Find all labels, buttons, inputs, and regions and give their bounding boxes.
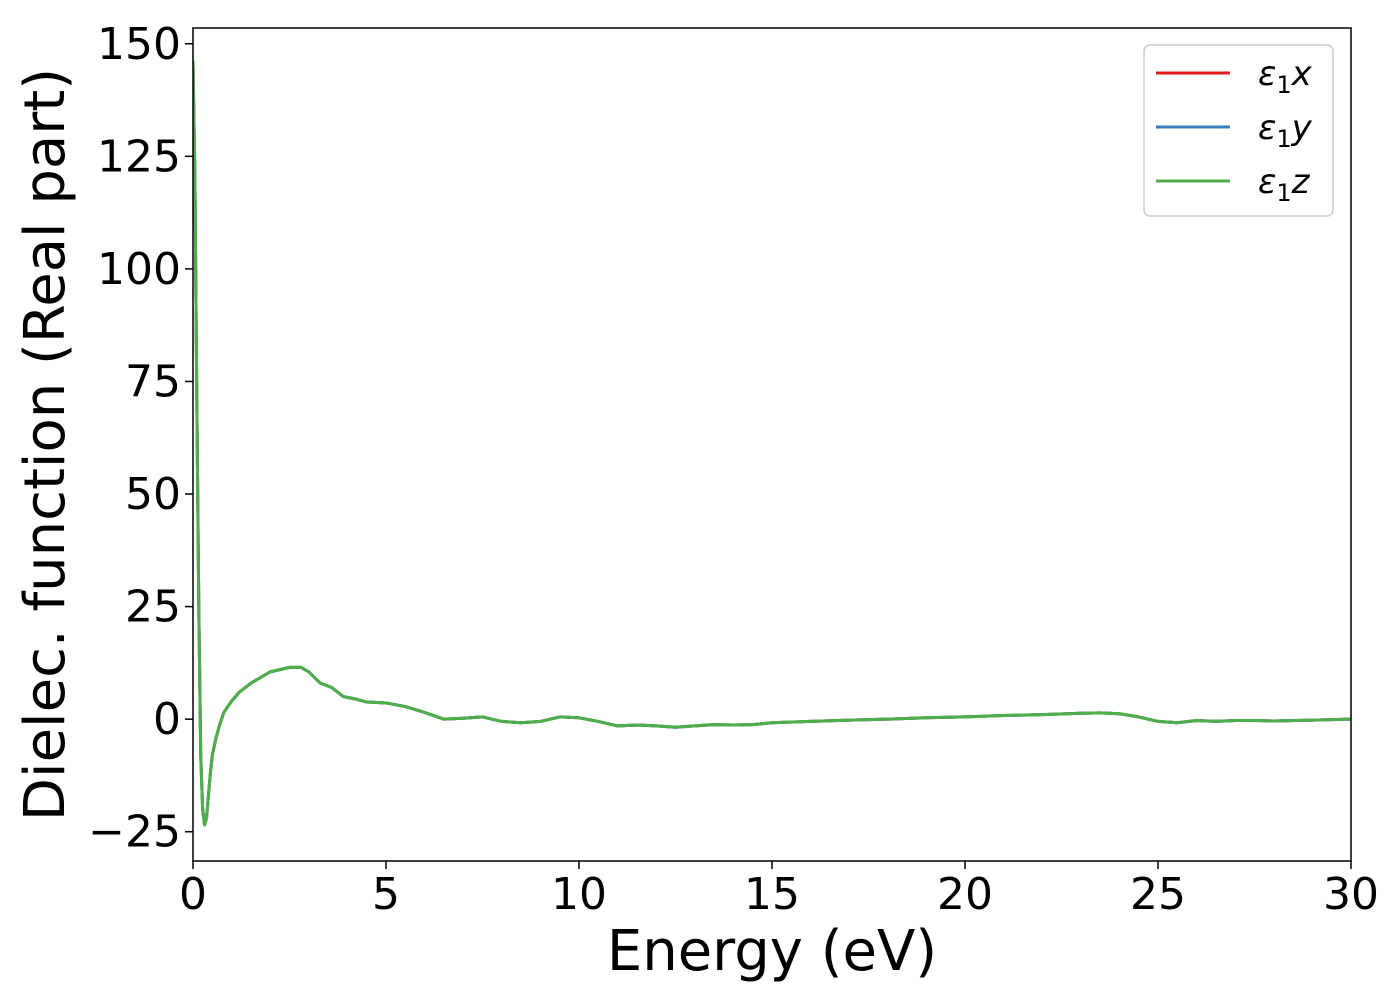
- series-group: [193, 60, 1351, 827]
- legend-label-y: ε1y: [1258, 108, 1313, 153]
- y-axis-label: Dielec. function (Real part): [13, 68, 78, 821]
- y-tick-label: 50: [125, 469, 181, 520]
- y-tick-label: 125: [97, 131, 181, 182]
- legend-box: [1143, 44, 1334, 217]
- y-tick-label: 100: [97, 244, 181, 295]
- x-tick-label: 30: [1323, 869, 1379, 920]
- x-tick-label: 15: [744, 869, 800, 920]
- x-tick-label: 20: [937, 869, 993, 920]
- legend-label-z: ε1z: [1258, 162, 1311, 207]
- legend-label-x: ε1x: [1258, 54, 1313, 99]
- y-ticks: −25 0 25 50 75 100 125 150: [88, 19, 193, 858]
- y-tick-label: −25: [88, 807, 181, 858]
- x-ticks: 0 5 10 15 20 25 30: [179, 861, 1379, 920]
- series-line-z: [193, 60, 1351, 827]
- x-tick-label: 10: [551, 869, 607, 920]
- y-tick-label: 0: [153, 694, 181, 745]
- legend: ε1x ε1y ε1z: [1143, 44, 1334, 217]
- y-tick-label: 150: [97, 19, 181, 70]
- x-tick-label: 25: [1130, 869, 1186, 920]
- y-tick-label: 75: [125, 356, 181, 407]
- x-tick-label: 0: [179, 869, 207, 920]
- x-tick-label: 5: [372, 869, 400, 920]
- x-axis-label: Energy (eV): [607, 919, 937, 984]
- y-tick-label: 25: [125, 582, 181, 633]
